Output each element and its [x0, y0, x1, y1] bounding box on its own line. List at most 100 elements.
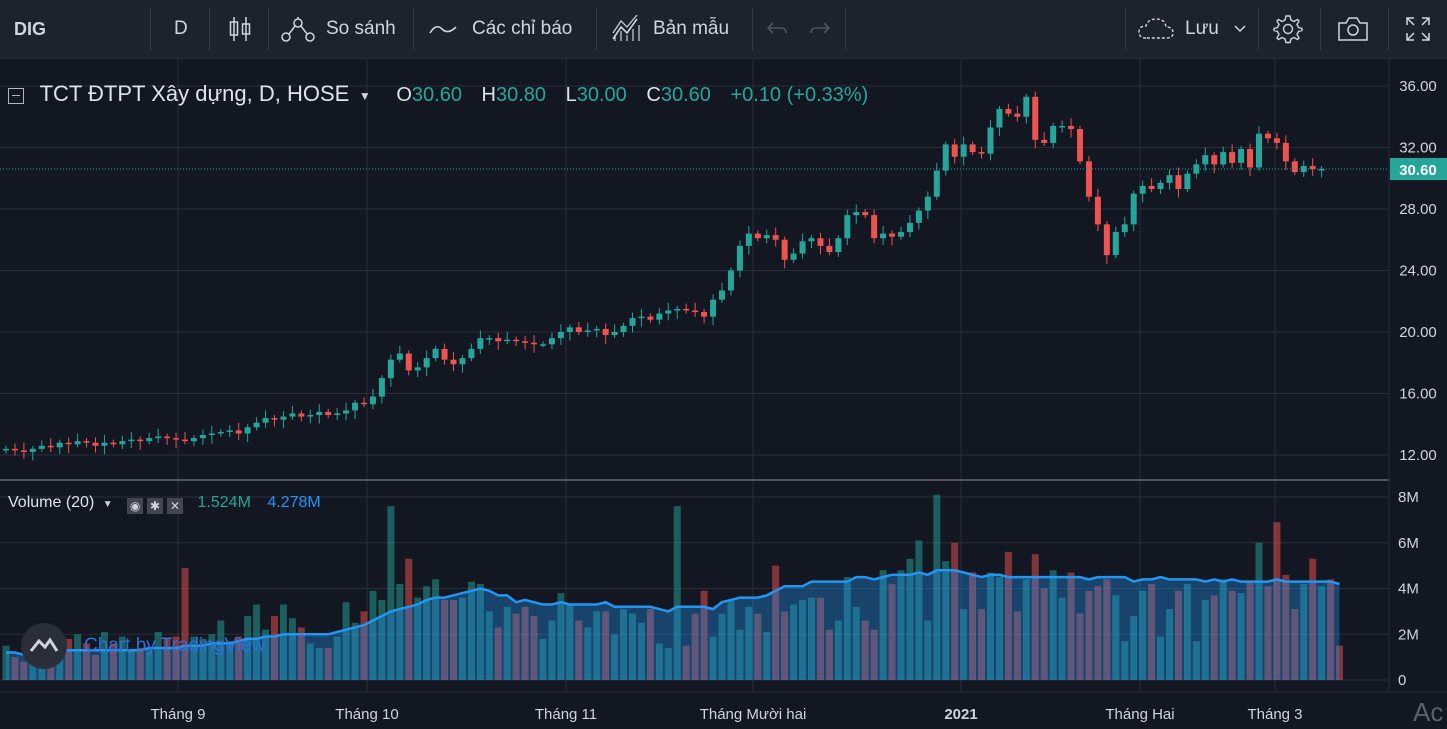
volume-bar [172, 636, 180, 680]
symbol-input[interactable]: DIG [14, 18, 47, 39]
volume-bar [1255, 542, 1263, 680]
candle [1166, 169, 1173, 190]
caret-down-icon[interactable]: ▼ [358, 88, 371, 103]
candle-body [871, 215, 878, 239]
candle-body [692, 310, 699, 313]
volume-title[interactable]: Volume (20) [8, 494, 95, 511]
candle [3, 445, 9, 454]
compare-button[interactable]: So sánh [280, 0, 396, 58]
volume-bar [1309, 558, 1317, 680]
undo-button[interactable] [765, 0, 789, 58]
settings-button[interactable] [1272, 0, 1304, 58]
redo-button[interactable] [808, 0, 832, 58]
volume-tick-label: 6M [1398, 535, 1419, 552]
volume-bar [145, 650, 153, 680]
candle-body [173, 438, 180, 440]
volume-bar [620, 609, 628, 680]
tradingview-watermark[interactable]: Chart by TradingView [20, 622, 265, 670]
candle [924, 191, 931, 220]
candle-body [486, 338, 493, 340]
volume-bar [360, 611, 368, 680]
symbol-title[interactable]: TCT ĐTPT Xây dựng, D, HOSE [39, 81, 350, 106]
candle-body [11, 448, 18, 451]
candle [1291, 158, 1298, 176]
candle-body [1211, 155, 1218, 165]
candle-body [1318, 169, 1325, 171]
candle-body [20, 450, 27, 452]
candle [996, 105, 1003, 137]
candle [208, 425, 215, 444]
price-axis[interactable]: 12.00 16.00 20.00 24.00 28.00 32.00 36.00 [1399, 78, 1437, 464]
candle-body [1077, 129, 1083, 162]
interval-button[interactable]: D [174, 18, 188, 39]
toolbar-divider [1320, 8, 1321, 50]
collapse-icon[interactable] [8, 87, 24, 104]
volume-bar [262, 629, 270, 680]
candle [128, 431, 135, 448]
candle [987, 119, 994, 161]
candle-body [1247, 149, 1254, 168]
camera-icon [1338, 17, 1368, 41]
volume-bar [915, 540, 923, 680]
volume-bar [1058, 597, 1066, 680]
candle-body [1291, 161, 1298, 173]
volume-bar [1031, 554, 1039, 680]
volume-bar [485, 611, 493, 680]
volume-bar [20, 661, 28, 680]
volume-bar [521, 606, 529, 680]
candle [1238, 145, 1245, 170]
save-button[interactable]: Lưu [1137, 0, 1247, 58]
candle [29, 445, 36, 461]
volume-bar [1076, 613, 1084, 680]
close-icon[interactable]: ✕ [167, 498, 184, 514]
candle-body [199, 435, 206, 439]
candle-body [110, 442, 117, 445]
candle-body [548, 338, 555, 345]
candle [1264, 130, 1271, 144]
candle [244, 424, 251, 443]
volume-bar [253, 604, 261, 680]
volume-bar [557, 593, 565, 680]
volume-bar [65, 638, 73, 680]
price-tick-label: 16.00 [1399, 386, 1437, 403]
volume-bar [637, 622, 645, 680]
screenshot-button[interactable] [1336, 0, 1370, 58]
open-value: 30.60 [411, 84, 462, 106]
candle-body [960, 144, 967, 157]
indicators-button[interactable]: Các chỉ báo [428, 0, 572, 58]
candle-body [316, 411, 323, 416]
fullscreen-button[interactable] [1404, 0, 1432, 58]
time-tick-label: Tháng Mười hai [700, 706, 807, 723]
eye-icon[interactable]: ◉ [127, 498, 144, 514]
candle [441, 343, 448, 365]
candle-body [638, 316, 645, 319]
volume-bar [118, 636, 126, 680]
templates-button[interactable]: Bản mẫu [611, 0, 729, 58]
candle-body [164, 436, 171, 439]
caret-down-icon[interactable]: ▼ [102, 499, 113, 510]
volume-bar [423, 586, 431, 680]
volume-axis[interactable]: 0 2M 4M 6M 8M [1398, 489, 1419, 689]
candle-body [101, 442, 108, 446]
candle-style-button[interactable] [228, 0, 252, 58]
candle-body [92, 442, 99, 446]
volume-bar [297, 627, 305, 680]
volume-bar [790, 604, 798, 680]
chart-area[interactable]: 12.00 16.00 20.00 24.00 28.00 32.00 36.00 0 2M 4… [0, 59, 1447, 729]
candle-body [1175, 175, 1182, 190]
candle-body [924, 196, 931, 211]
time-axis[interactable]: Tháng 9 Tháng 10 Tháng 11 Tháng Mười hai 202… [150, 706, 1302, 723]
low-label: L [565, 84, 577, 106]
candle-body [736, 245, 743, 271]
candle [951, 139, 958, 164]
gear-icon[interactable]: ✱ [147, 498, 164, 514]
candle-body [271, 418, 278, 420]
candle-body [727, 270, 734, 291]
volume-ma-value: 4.278M [267, 494, 321, 511]
volume-bar [11, 657, 19, 680]
candle [1121, 216, 1128, 237]
candle-body [1023, 96, 1030, 117]
candle-body [343, 410, 350, 414]
candle [763, 229, 770, 244]
volume-bar [74, 634, 82, 680]
